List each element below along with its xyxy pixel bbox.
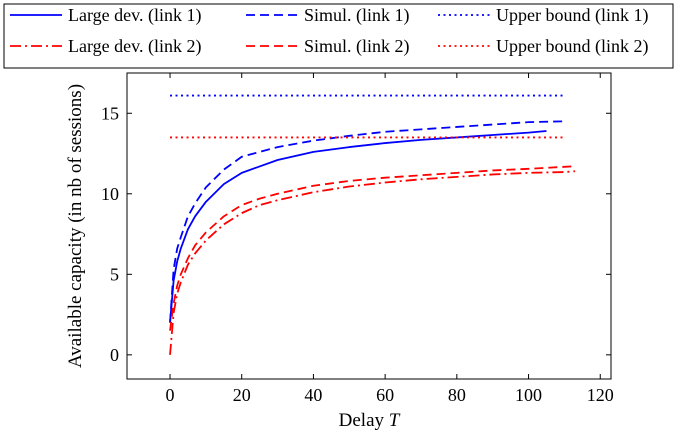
legend-label-2: Simul. (link 1) bbox=[304, 5, 410, 26]
legend: Large dev. (link 1) Simul. (link 1) Upper … bbox=[3, 3, 674, 69]
x-tick-label: 40 bbox=[304, 385, 322, 405]
series-line-4 bbox=[169, 170, 576, 355]
x-tick-label: 120 bbox=[587, 385, 614, 405]
x-axis-label: Delay T bbox=[339, 410, 401, 431]
x-axis-label-var: T bbox=[389, 410, 401, 431]
plot-area: 0 20 40 60 80 100 120 0 5 10 15 bbox=[101, 72, 614, 405]
y-tick-label: 10 bbox=[101, 184, 119, 204]
series-line-2 bbox=[169, 120, 565, 323]
legend-box bbox=[3, 3, 674, 69]
series-line-5 bbox=[169, 165, 572, 331]
legend-label-1: Large dev. (link 1) bbox=[68, 5, 201, 26]
y-tick-label: 15 bbox=[101, 103, 119, 123]
y-tick-label: 5 bbox=[110, 264, 119, 284]
series-line-1 bbox=[169, 130, 547, 323]
legend-label-4: Large dev. (link 2) bbox=[68, 36, 201, 57]
x-tick-label: 80 bbox=[448, 385, 466, 405]
x-axis-label-text: Delay bbox=[339, 410, 385, 431]
y-axis-label: Available capacity (in nb of sessions) bbox=[65, 84, 86, 368]
legend-label-5: Simul. (link 2) bbox=[304, 36, 410, 57]
plot-frame bbox=[126, 72, 612, 380]
x-tick-label: 60 bbox=[376, 385, 394, 405]
y-tick-label: 0 bbox=[110, 345, 119, 365]
x-tick-label: 20 bbox=[233, 385, 251, 405]
x-tick-label: 0 bbox=[166, 385, 175, 405]
legend-label-6: Upper bound (link 2) bbox=[496, 36, 648, 57]
legend-label-3: Upper bound (link 1) bbox=[496, 5, 648, 26]
x-tick-label: 100 bbox=[515, 385, 542, 405]
